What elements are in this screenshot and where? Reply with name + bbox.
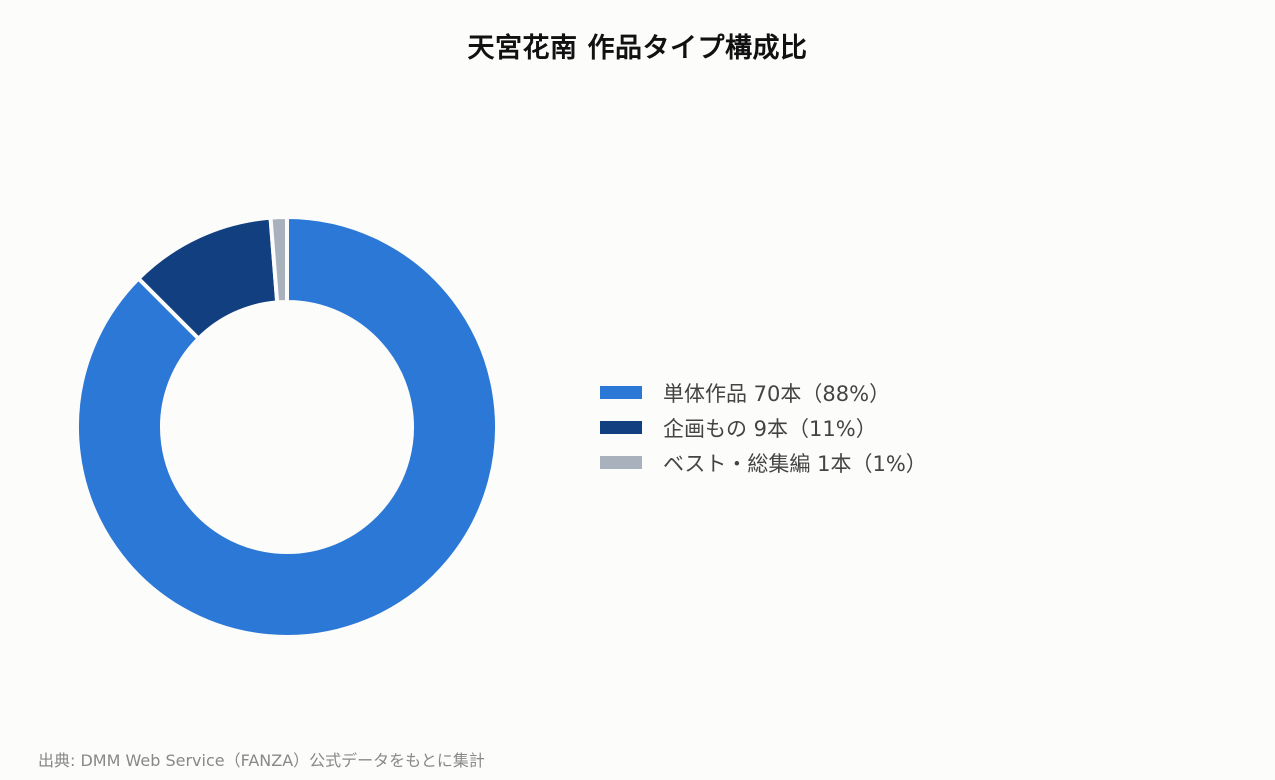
legend-item-single: 単体作品 70本（88%） [600,375,927,410]
chart-title: 天宮花南 作品タイプ構成比 [467,33,808,64]
chart-legend: 単体作品 70本（88%） 企画もの 9本（11%） ベスト・総集編 1本（1%… [600,375,927,480]
slice-single [75,215,499,639]
legend-item-planning: 企画もの 9本（11%） [600,410,927,445]
legend-swatch-single [600,386,642,399]
slice-best [268,215,289,305]
source-note: 出典: DMM Web Service（FANZA）公式データをもとに集計 [38,751,485,770]
legend-label-single: 単体作品 70本（88%） [663,381,891,406]
legend-item-best: ベスト・総集編 1本（1%） [600,445,927,480]
legend-label-best: ベスト・総集編 1本（1%） [663,451,927,476]
legend-swatch-planning [600,421,642,434]
legend-swatch-best [600,456,642,469]
donut-chart [75,215,499,639]
legend-label-planning: 企画もの 9本（11%） [663,416,877,441]
